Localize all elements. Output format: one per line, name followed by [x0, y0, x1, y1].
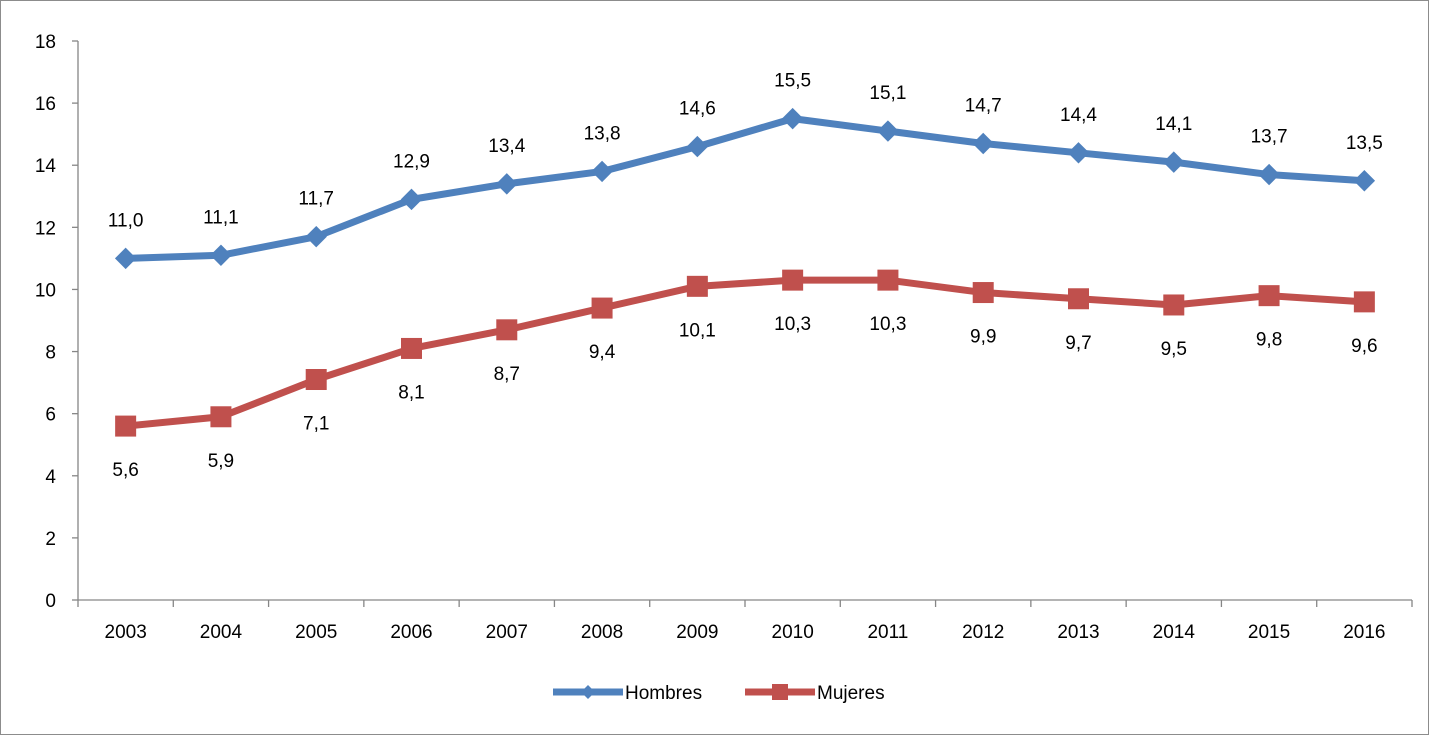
data-point: [496, 319, 518, 341]
data-point: [781, 107, 804, 130]
x-tick-label: 2011: [867, 622, 908, 643]
y-tick-label: 18: [35, 32, 56, 53]
data-point: [877, 120, 899, 142]
data-point: [591, 160, 613, 183]
data-point: [591, 297, 613, 319]
legend-marker: [772, 684, 788, 700]
y-tick-label: 0: [45, 591, 56, 612]
data-label: 9,5: [1161, 339, 1187, 360]
x-axis-tick-labels: 2003 2004 2005 2006 2007 2008 2009 2010 2011 2012…: [105, 622, 1386, 643]
y-tick-label: 8: [45, 343, 56, 364]
x-tick-label: 2007: [486, 622, 528, 643]
chart-legend: Hombres Mujeres: [553, 683, 885, 704]
data-point: [401, 337, 422, 359]
data-label: 5,9: [208, 451, 234, 472]
x-tick-label: 2014: [1153, 622, 1196, 643]
data-label: 14,4: [1060, 105, 1097, 126]
data-point: [686, 275, 708, 297]
data-label: 9,8: [1256, 330, 1282, 351]
data-point: [400, 188, 423, 211]
data-label: 12,9: [393, 151, 430, 172]
data-label: 10,1: [679, 320, 716, 341]
data-label: 9,9: [970, 327, 996, 348]
data-label: 14,1: [1155, 114, 1192, 135]
x-tick-label: 2004: [200, 622, 243, 643]
legend-label: Hombres: [625, 683, 702, 704]
data-label: 13,8: [584, 123, 621, 144]
y-tick-label: 6: [45, 405, 56, 426]
x-tick-label: 2010: [772, 622, 814, 643]
data-label: 7,1: [303, 414, 329, 435]
data-point: [782, 269, 804, 291]
data-point: [210, 406, 232, 428]
data-point: [972, 282, 994, 304]
data-point: [1068, 288, 1089, 310]
x-tick-label: 2008: [581, 622, 623, 643]
y-tick-label: 14: [35, 156, 57, 177]
data-point: [1163, 294, 1185, 316]
data-point: [972, 132, 994, 155]
data-label: 14,7: [965, 95, 1002, 116]
data-point: [210, 244, 232, 266]
x-tick-label: 2009: [676, 622, 718, 643]
series-layer: 11,0 11,1 11,7 12,9 13,4 13,8 14,6 15,5 15,1 14,7…: [108, 71, 1383, 481]
data-label: 11,0: [108, 210, 144, 231]
series-line-mujeres: [125, 276, 1365, 430]
data-label: 11,7: [298, 189, 334, 210]
series-mujeres: 5,6 5,9 7,1 8,1 8,7 9,4 10,1 10,3 10,3 9,9 9,7 9,5 9…: [112, 269, 1378, 481]
data-label: 14,6: [679, 99, 716, 120]
y-axis-tick-labels: 0 2 4 6 8 10 12 14 16 18: [35, 32, 57, 612]
x-tick-label: 2005: [295, 622, 337, 643]
data-point: [1353, 291, 1375, 313]
data-label: 9,7: [1065, 333, 1091, 354]
data-point: [496, 173, 518, 195]
legend-item-hombres: Hombres: [553, 683, 702, 704]
legend-marker: [581, 685, 595, 699]
x-tick-label: 2006: [390, 622, 432, 643]
data-label: 9,6: [1351, 336, 1377, 357]
x-tick-label: 2016: [1343, 622, 1385, 643]
data-label: 8,1: [398, 382, 424, 403]
chart-axes: [72, 40, 1413, 607]
data-point: [1258, 285, 1280, 307]
x-tick-label: 2012: [962, 622, 1004, 643]
data-label: 13,4: [488, 136, 525, 157]
legend-item-mujeres: Mujeres: [745, 683, 885, 704]
data-point: [305, 369, 327, 391]
data-point: [1163, 151, 1185, 173]
data-label: 10,3: [869, 314, 906, 335]
x-tick-label: 2003: [105, 622, 147, 643]
legend-label: Mujeres: [817, 683, 885, 704]
x-tick-label: 2015: [1248, 622, 1290, 643]
data-point: [115, 415, 137, 437]
data-label: 8,7: [494, 364, 520, 385]
y-tick-label: 2: [45, 529, 56, 550]
series-hombres: 11,0 11,1 11,7 12,9 13,4 13,8 14,6 15,5 15,1 14,7…: [108, 71, 1383, 270]
data-point: [1258, 163, 1280, 186]
data-point: [114, 247, 137, 270]
y-tick-label: 16: [35, 94, 56, 115]
data-label: 5,6: [112, 460, 138, 481]
series-line-hombres: [125, 115, 1365, 262]
x-tick-label: 2013: [1057, 622, 1099, 643]
data-point: [686, 135, 709, 158]
y-tick-label: 12: [35, 218, 56, 239]
y-tick-label: 10: [35, 280, 56, 301]
data-point: [877, 269, 899, 291]
data-label: 15,5: [774, 71, 811, 92]
data-label: 13,5: [1346, 133, 1383, 154]
data-point: [1067, 142, 1090, 164]
data-label: 9,4: [589, 342, 616, 363]
data-label: 13,7: [1251, 127, 1288, 148]
data-label: 15,1: [869, 83, 906, 104]
data-point: [305, 225, 327, 248]
data-point: [1353, 170, 1376, 192]
y-tick-label: 4: [45, 467, 56, 488]
data-label: 11,1: [203, 207, 239, 228]
data-label: 10,3: [774, 314, 811, 335]
